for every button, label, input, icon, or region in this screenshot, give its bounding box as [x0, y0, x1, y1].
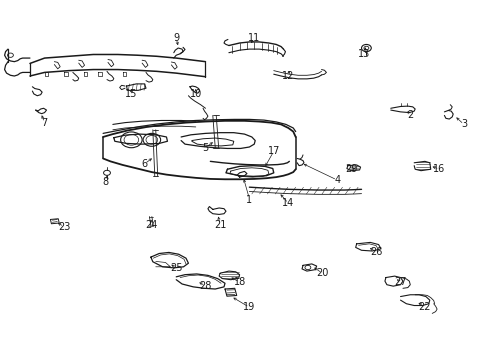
Text: 13: 13 [357, 49, 369, 59]
Text: 28: 28 [199, 281, 211, 291]
Text: 8: 8 [102, 177, 108, 187]
Text: 17: 17 [267, 146, 279, 156]
Text: 23: 23 [58, 222, 70, 231]
Text: 5: 5 [202, 143, 208, 153]
Text: 3: 3 [460, 120, 466, 129]
Text: 29: 29 [345, 164, 357, 174]
Text: 2: 2 [407, 111, 412, 121]
Text: 20: 20 [316, 268, 328, 278]
Text: 11: 11 [247, 33, 260, 43]
Text: 1: 1 [246, 195, 252, 205]
Text: 7: 7 [41, 118, 48, 128]
Text: 22: 22 [418, 302, 430, 312]
Text: 4: 4 [333, 175, 340, 185]
Text: 18: 18 [233, 277, 245, 287]
Text: 21: 21 [213, 220, 226, 230]
Text: 15: 15 [125, 89, 137, 99]
Text: 27: 27 [393, 277, 406, 287]
Text: 24: 24 [145, 220, 158, 230]
Text: 12: 12 [282, 71, 294, 81]
Text: 19: 19 [243, 302, 255, 312]
Text: 16: 16 [432, 164, 445, 174]
Text: 26: 26 [369, 247, 382, 257]
Text: 10: 10 [189, 89, 202, 99]
Text: 14: 14 [282, 198, 294, 208]
Text: 6: 6 [141, 159, 147, 169]
Text: 9: 9 [173, 33, 179, 43]
Text: 25: 25 [170, 263, 182, 273]
